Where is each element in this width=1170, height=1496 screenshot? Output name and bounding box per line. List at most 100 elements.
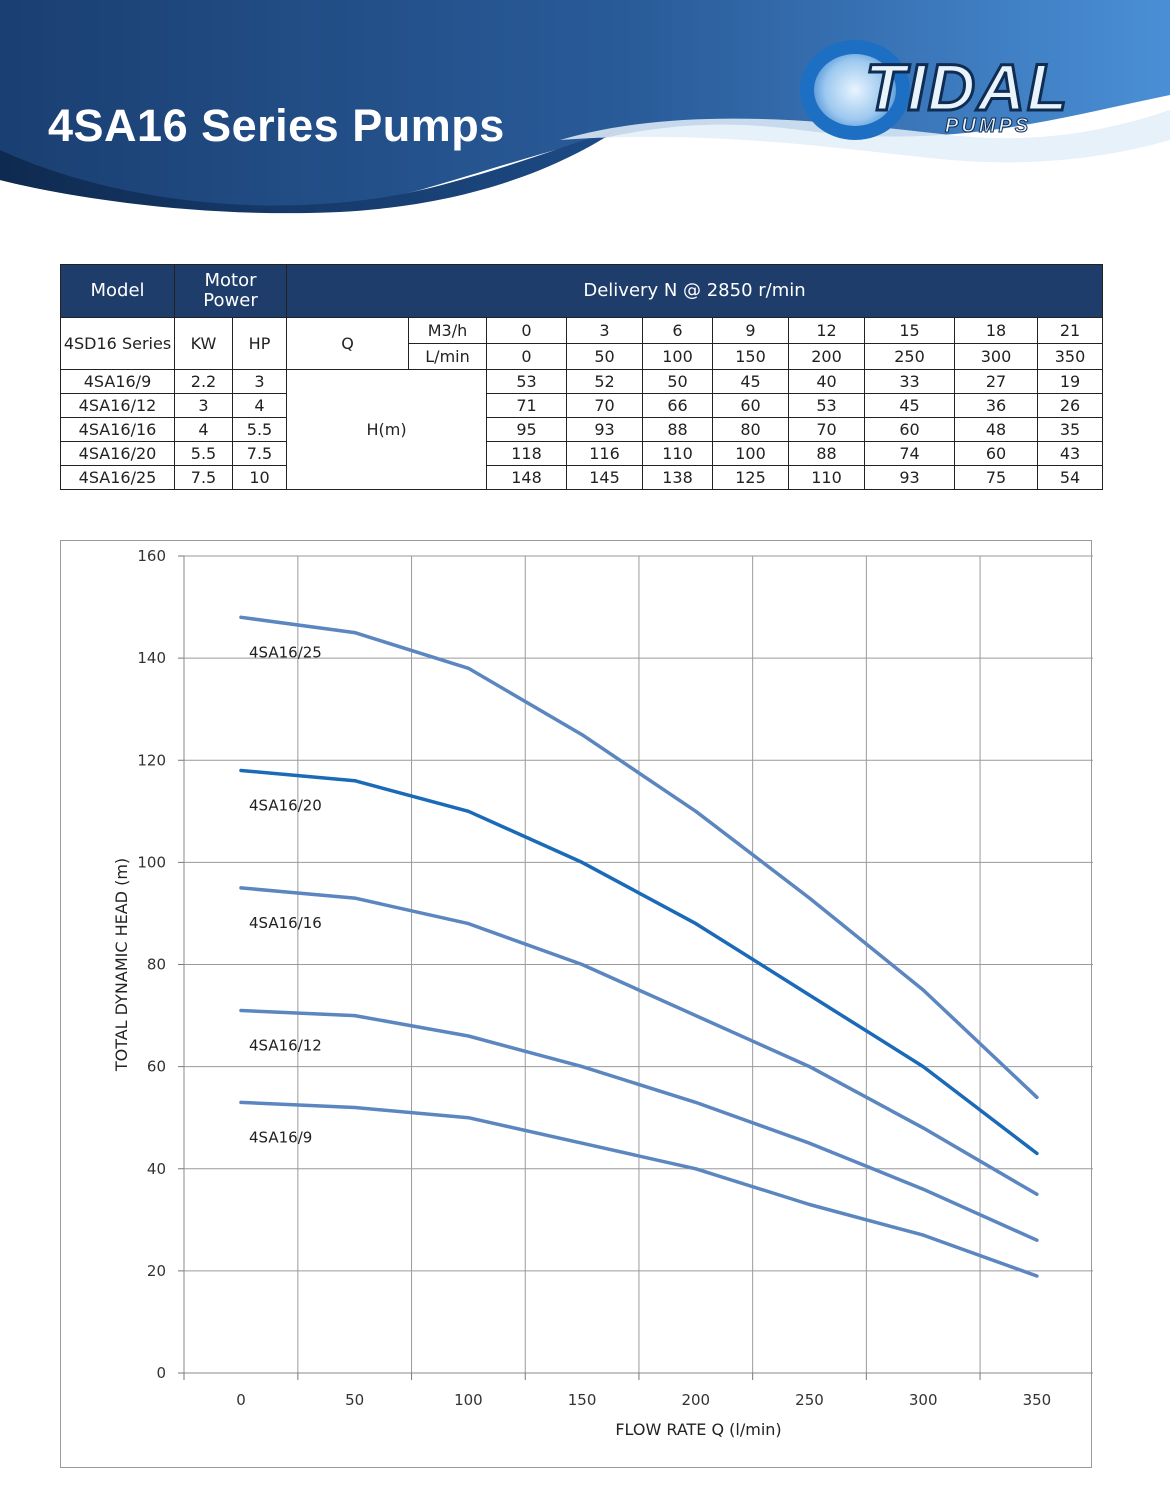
header-banner: 4SA16 Series Pumps TIDAL PUMPS (0, 0, 1170, 215)
kw-cell: 4 (174, 417, 233, 442)
data-point (353, 1105, 357, 1109)
model-cell: 4SA16/9 (60, 369, 175, 394)
q-label: Q (286, 317, 410, 370)
data-point (1035, 1192, 1039, 1196)
series-label: 4SA16/16 (249, 914, 322, 932)
data-point (1035, 1151, 1039, 1155)
data-point (694, 1167, 698, 1171)
data-point (353, 631, 357, 635)
lmin-value: 0 (486, 343, 568, 370)
m3h-value: 9 (712, 317, 790, 344)
page-title: 4SA16 Series Pumps (48, 100, 505, 151)
header-model: Model (60, 264, 175, 318)
data-point (466, 922, 470, 926)
header-motor-power: Motor Power (173, 264, 288, 318)
data-point (1035, 1095, 1039, 1099)
head-value: 148 (486, 465, 568, 490)
y-tick-label: 160 (137, 547, 166, 565)
series-label: 4SA16/9 (249, 1128, 312, 1146)
data-point (921, 1065, 925, 1069)
data-point (466, 666, 470, 670)
head-value: 118 (486, 441, 568, 466)
data-point (580, 733, 584, 737)
head-value: 60 (954, 441, 1039, 466)
data-point (808, 1202, 811, 1206)
y-tick-label: 20 (147, 1262, 166, 1280)
head-value: 116 (566, 441, 644, 466)
data-point (921, 1126, 925, 1130)
x-tick-label: 350 (1023, 1391, 1052, 1409)
m3h-value: 3 (566, 317, 644, 344)
series-line (239, 886, 1039, 1197)
head-value: 70 (566, 393, 644, 418)
m3h-value: 21 (1037, 317, 1104, 344)
m3h-value: 6 (642, 317, 714, 344)
hp-cell: 3 (231, 369, 288, 394)
hp-cell: 10 (231, 465, 288, 490)
logo-wordmark: TIDAL (863, 50, 1070, 124)
data-point (694, 1014, 698, 1018)
head-value: 66 (642, 393, 714, 418)
m3h-value: 15 (864, 317, 956, 344)
model-cell: 4SA16/20 (60, 441, 175, 466)
table-row-lmin: L/min 0 50 100 150 200 250 300 350 (61, 343, 1104, 370)
lmin-label: L/min (408, 343, 488, 370)
data-point (239, 1008, 243, 1012)
y-axis-title: TOTAL DYNAMIC HEAD (m) (112, 858, 131, 1072)
lmin-value: 50 (566, 343, 644, 370)
data-point (239, 768, 243, 772)
tidal-pumps-logo: TIDAL PUMPS (795, 28, 1095, 148)
head-value: 45 (712, 369, 790, 394)
header-delivery: Delivery N @ 2850 r/min (286, 264, 1104, 318)
model-cell: 4SA16/16 (60, 417, 175, 442)
lmin-value: 150 (712, 343, 790, 370)
lmin-value: 350 (1037, 343, 1104, 370)
x-tick-label: 300 (909, 1391, 938, 1409)
y-tick-label: 40 (147, 1160, 166, 1178)
series-line (239, 1008, 1039, 1242)
head-value: 53 (486, 369, 568, 394)
data-point (808, 993, 811, 997)
head-value: 110 (642, 441, 714, 466)
hp-cell: 7.5 (231, 441, 288, 466)
hp-cell: 4 (231, 393, 288, 418)
y-tick-label: 80 (147, 956, 166, 974)
data-point (921, 1187, 925, 1191)
x-tick-label: 200 (681, 1391, 710, 1409)
kw-cell: 2.2 (174, 369, 233, 394)
head-value: 53 (788, 393, 866, 418)
kw-cell: 7.5 (174, 465, 233, 490)
head-value: 71 (486, 393, 568, 418)
head-value: 60 (712, 393, 790, 418)
data-point (694, 1100, 698, 1104)
model-cell: 4SA16/12 (60, 393, 175, 418)
table-row: 4SA16/9 2.2 3 H(m) 53 52 50 45 40 33 27 19 (60, 369, 1104, 490)
head-value: 52 (566, 369, 644, 394)
head-value: 40 (788, 369, 866, 394)
data-point (580, 963, 584, 966)
head-value: 100 (712, 441, 790, 466)
head-value: 93 (566, 417, 644, 442)
data-point (580, 1141, 584, 1145)
head-value: 54 (1037, 465, 1104, 490)
x-tick-label: 0 (236, 1391, 246, 1409)
head-value: 75 (954, 465, 1039, 490)
head-value: 125 (712, 465, 790, 490)
y-tick-label: 60 (147, 1058, 166, 1076)
head-value: 80 (712, 417, 790, 442)
data-point (694, 809, 698, 813)
table-row: 4SA16/12 3 4 71 70 66 60 53 45 36 26 (60, 393, 1104, 418)
performance-table: Model Motor Power Delivery N @ 2850 r/mi… (60, 264, 1104, 490)
head-value: 50 (642, 369, 714, 394)
head-value: 45 (864, 393, 956, 418)
head-value: 35 (1037, 417, 1104, 442)
head-value: 95 (486, 417, 568, 442)
head-value: 88 (788, 441, 866, 466)
head-value: 145 (566, 465, 644, 490)
data-point (353, 896, 357, 900)
data-point (353, 1014, 357, 1018)
data-point (808, 1065, 811, 1069)
data-point (353, 779, 357, 783)
chart-svg: 0 20 40 60 80 100 120 140 160 0 50 100 150 200 250 300 3… (112, 547, 1093, 1439)
head-value: 26 (1037, 393, 1104, 418)
